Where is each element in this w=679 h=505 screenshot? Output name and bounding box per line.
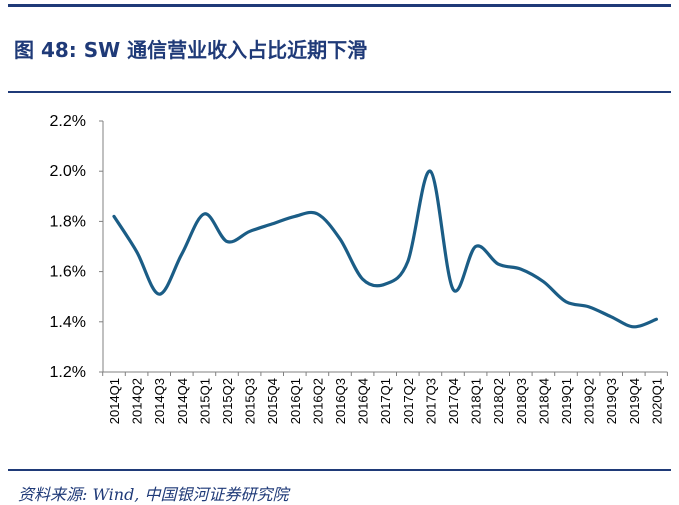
- x-tick-label: 2019Q3: [604, 378, 619, 424]
- figure-title: 图 48: SW 通信营业收入占比近期下滑: [14, 38, 368, 62]
- x-tick-label: 2017Q4: [446, 378, 461, 424]
- line-chart: 1.2% 1.4% 1.6% 1.8% 2.0% 2.2% 2014Q1 2014Q2 2014…: [50, 113, 668, 424]
- x-tick-label: 2018Q4: [536, 378, 551, 424]
- title-rule: [8, 91, 671, 93]
- x-tick-label: 2015Q3: [243, 378, 258, 424]
- y-tick-label: 2.0%: [50, 163, 86, 180]
- y-tick-label: 1.4%: [50, 314, 86, 331]
- x-tick-label: 2018Q2: [491, 378, 506, 424]
- x-tick-label: 2016Q1: [288, 378, 303, 424]
- x-tick-label: 2016Q3: [333, 378, 348, 424]
- x-tick-label: 2016Q4: [356, 378, 371, 424]
- x-tick-label: 2014Q1: [107, 378, 122, 424]
- x-tick-label: 2018Q3: [514, 378, 529, 424]
- y-tick-label: 1.8%: [50, 213, 86, 230]
- y-tick-label: 2.2%: [50, 113, 86, 130]
- x-tick-label: 2017Q2: [401, 378, 416, 424]
- x-tick-label: 2015Q1: [197, 378, 212, 424]
- x-tick-label: 2017Q1: [378, 378, 393, 424]
- x-tick-label: 2018Q1: [469, 378, 484, 424]
- top-rule: [8, 4, 671, 7]
- x-tick-label: 2017Q3: [423, 378, 438, 424]
- bottom-rule: [8, 469, 671, 471]
- x-tick-label: 2020Q1: [649, 378, 664, 424]
- x-tick-label: 2015Q4: [265, 378, 280, 424]
- x-tick-label: 2015Q2: [220, 378, 235, 424]
- x-tick-label: 2019Q1: [559, 378, 574, 424]
- x-tick-label: 2014Q2: [130, 378, 145, 424]
- y-tick-label: 1.2%: [50, 364, 86, 381]
- x-tick-label: 2014Q4: [175, 378, 190, 424]
- source-note: 资料来源: Wind, 中国银河证券研究院: [18, 485, 289, 504]
- series-line: [112, 169, 658, 329]
- x-tick-label: 2014Q3: [152, 378, 167, 424]
- x-tick-label: 2016Q2: [310, 378, 325, 424]
- x-tick-label: 2019Q2: [582, 378, 597, 424]
- y-tick-label: 1.6%: [50, 264, 86, 281]
- x-tick-label: 2019Q4: [627, 378, 642, 424]
